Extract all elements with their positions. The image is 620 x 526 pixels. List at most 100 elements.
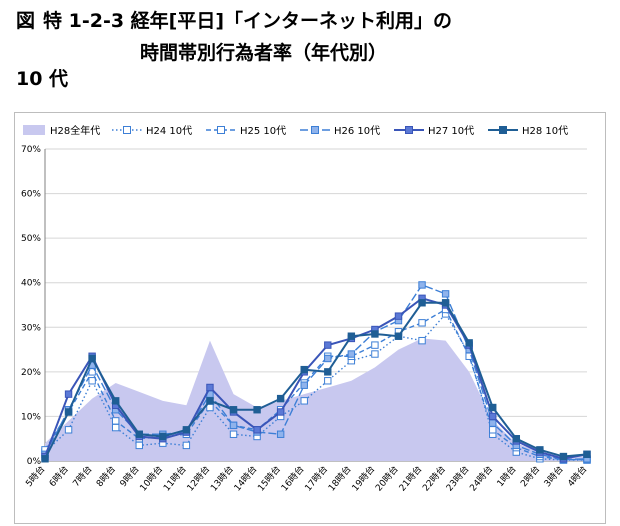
data-point bbox=[418, 319, 426, 327]
x-tick-label: 12時台 bbox=[184, 463, 212, 493]
data-point bbox=[229, 421, 238, 430]
y-tick-label: 40% bbox=[21, 279, 41, 289]
data-point bbox=[441, 290, 450, 298]
legend-label: H24 10代 bbox=[146, 125, 192, 137]
figure-label: 図 bbox=[16, 10, 36, 32]
data-point bbox=[347, 350, 356, 358]
data-point bbox=[159, 432, 167, 441]
data-point bbox=[206, 403, 214, 412]
legend-label: H28全年代 bbox=[50, 124, 100, 137]
data-point bbox=[41, 455, 49, 463]
x-tick-label: 20時台 bbox=[373, 463, 401, 493]
data-point bbox=[489, 419, 497, 427]
y-tick-label: 0% bbox=[27, 457, 42, 467]
legend-marker bbox=[217, 126, 225, 134]
data-point bbox=[441, 299, 450, 307]
legend-marker bbox=[499, 126, 507, 134]
legend-swatch bbox=[23, 125, 45, 135]
data-point bbox=[489, 412, 497, 421]
data-point bbox=[489, 403, 497, 412]
data-point bbox=[135, 430, 143, 438]
data-point bbox=[206, 383, 214, 392]
x-tick-label: 19時台 bbox=[349, 463, 377, 493]
data-point bbox=[394, 312, 403, 320]
x-tick-label: 3時台 bbox=[541, 463, 565, 489]
y-tick-label: 20% bbox=[21, 368, 41, 378]
data-point bbox=[371, 341, 379, 349]
x-tick-label: 4時台 bbox=[565, 463, 589, 489]
data-point bbox=[182, 426, 191, 434]
line-chart: 0% 10% 20% 30% 40% 50% 60% 70% 5時台 6時台 7時台 8時台 9時台10… bbox=[21, 124, 591, 493]
data-point bbox=[276, 394, 285, 403]
data-point bbox=[111, 417, 120, 425]
y-tick-label: 30% bbox=[21, 323, 41, 333]
data-point bbox=[418, 299, 426, 307]
legend-marker bbox=[123, 126, 131, 134]
data-point bbox=[371, 350, 379, 358]
x-tick-label: 23時台 bbox=[443, 463, 471, 493]
data-point bbox=[512, 435, 521, 443]
y-tick-label: 50% bbox=[21, 234, 41, 244]
data-point bbox=[229, 406, 238, 414]
data-point bbox=[394, 332, 403, 340]
legend-label: H25 10代 bbox=[240, 125, 286, 137]
data-point bbox=[465, 339, 473, 347]
data-point bbox=[64, 408, 73, 416]
data-point bbox=[135, 441, 143, 450]
data-point bbox=[583, 450, 591, 459]
data-point bbox=[276, 430, 285, 438]
data-point bbox=[182, 441, 191, 450]
page-title: 図特 1-2-3 経年[平日]「インターネット利用」の bbox=[16, 6, 452, 33]
y-tick-label: 10% bbox=[21, 412, 41, 422]
data-point bbox=[88, 354, 96, 363]
x-tick-label: 6時台 bbox=[46, 463, 70, 489]
chart-subtitle: 10 代 bbox=[16, 68, 69, 90]
data-point bbox=[489, 426, 497, 434]
data-point bbox=[111, 397, 120, 405]
legend-marker bbox=[405, 126, 413, 134]
data-point bbox=[418, 336, 426, 345]
data-point bbox=[324, 354, 332, 363]
x-tick-label: 11時台 bbox=[161, 463, 189, 493]
x-tick-label: 2時台 bbox=[518, 463, 542, 489]
legend-label: H27 10代 bbox=[428, 125, 474, 137]
data-point bbox=[111, 423, 120, 432]
data-point bbox=[324, 377, 332, 385]
x-tick-label: 13時台 bbox=[208, 463, 236, 493]
title-line-2: 時間帯別行為者率（年代別） bbox=[140, 42, 388, 64]
data-point bbox=[88, 377, 96, 385]
x-tick-label: 22時台 bbox=[420, 463, 448, 493]
data-point bbox=[300, 381, 308, 389]
x-tick-label: 24時台 bbox=[467, 463, 495, 493]
legend-marker bbox=[311, 126, 319, 134]
series-line-4 bbox=[44, 297, 588, 460]
data-point bbox=[253, 406, 261, 414]
chart-frame: 0% 10% 20% 30% 40% 50% 60% 70% 5時台 6時台 7時台 8時台 9時台 10… bbox=[14, 112, 606, 524]
x-tick-label: 1時台 bbox=[494, 463, 518, 489]
series-line-5 bbox=[44, 301, 588, 460]
data-point bbox=[300, 365, 308, 374]
x-tick-label: 21時台 bbox=[396, 463, 424, 493]
data-point bbox=[371, 330, 379, 338]
legend-label: H28 10代 bbox=[522, 125, 568, 137]
x-tick-label: 16時台 bbox=[278, 463, 306, 493]
x-tick-label: 14時台 bbox=[231, 463, 259, 493]
data-point bbox=[276, 408, 285, 416]
data-point bbox=[559, 452, 568, 461]
data-point bbox=[536, 446, 544, 454]
x-tick-label: 10時台 bbox=[137, 463, 165, 493]
x-tick-label: 8時台 bbox=[94, 463, 118, 489]
x-tick-label: 18時台 bbox=[326, 463, 354, 493]
legend-label: H26 10代 bbox=[334, 125, 380, 137]
data-point bbox=[253, 426, 261, 434]
data-point bbox=[347, 332, 356, 340]
data-point bbox=[300, 397, 308, 405]
data-point bbox=[418, 281, 426, 289]
data-point bbox=[64, 390, 73, 398]
y-tick-label: 60% bbox=[21, 190, 41, 200]
data-point bbox=[324, 368, 332, 376]
x-tick-label: 5時台 bbox=[23, 463, 47, 489]
x-tick-label: 7時台 bbox=[70, 463, 94, 489]
series-line-2 bbox=[44, 308, 587, 461]
y-tick-label: 70% bbox=[21, 145, 41, 155]
